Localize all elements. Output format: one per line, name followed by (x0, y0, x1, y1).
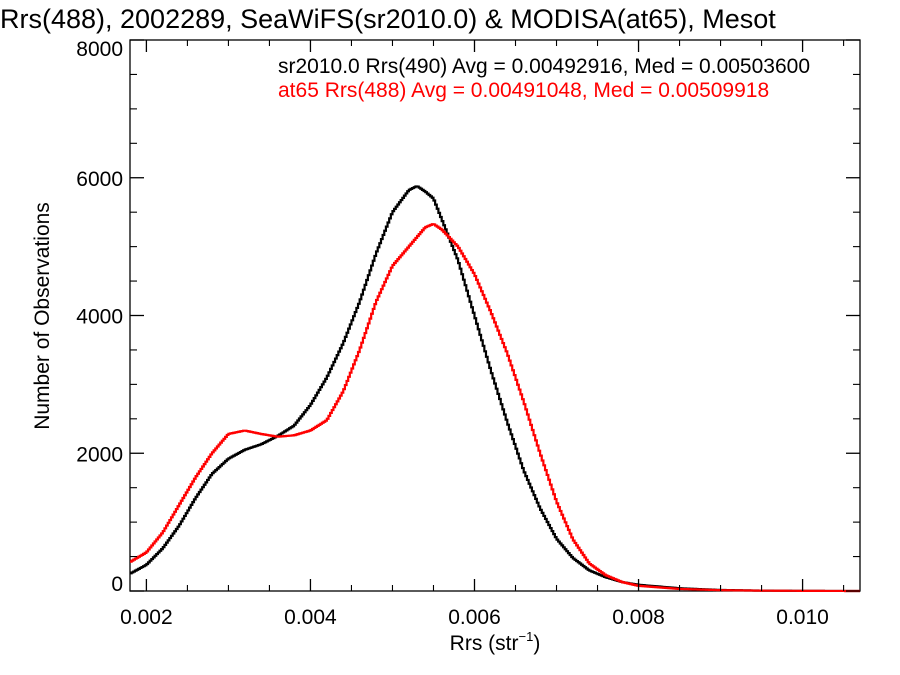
x-tick-label: 0.004 (284, 606, 337, 629)
x-tick-label: 0.010 (776, 606, 829, 629)
x-axis-label-main: Rrs (str (450, 632, 519, 655)
y-tick-label: 0 (111, 573, 123, 596)
x-tick-label: 0.008 (612, 606, 665, 629)
y-tick-label: 8000 (76, 38, 123, 61)
series-layer (130, 185, 860, 593)
y-tick-label: 4000 (76, 306, 123, 329)
x-axis-label-superscript: −1 (519, 629, 534, 644)
chart-title: Rrs(488), 2002289, SeaWiFS(sr2010.0) & M… (0, 4, 776, 34)
y-axis-label: Number of Observations (31, 202, 54, 430)
y-tick-label: 2000 (76, 443, 123, 466)
series-line-1 (130, 223, 860, 593)
legend-entry-at65: at65 Rrs(488) Avg = 0.00491048, Med = 0.… (278, 79, 769, 102)
x-axis-label-close: ) (533, 632, 540, 655)
series-line-0 (130, 185, 860, 593)
x-tick-label: 0.006 (448, 606, 501, 629)
plot-area: 0.002 0.004 0.006 0.008 0.010 0 2000 4000 6000 80… (76, 38, 861, 629)
x-tick-label: 0.002 (120, 606, 173, 629)
ticks-layer: 0.002 0.004 0.006 0.008 0.010 0 2000 4000 6000 80… (76, 38, 860, 629)
plot-frame (129, 39, 861, 592)
y-tick-label: 6000 (76, 168, 123, 191)
x-axis-label: Rrs (str−1) (450, 629, 541, 655)
legend-entry-sr2010: sr2010.0 Rrs(490) Avg = 0.00492916, Med … (278, 55, 810, 78)
